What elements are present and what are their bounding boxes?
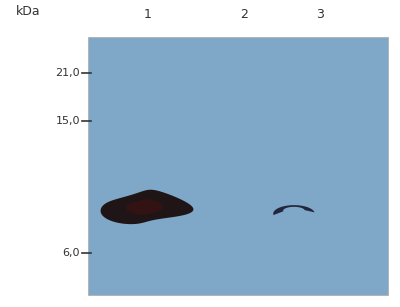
- Polygon shape: [126, 199, 163, 215]
- Text: 2: 2: [240, 9, 248, 21]
- Text: 15,0: 15,0: [56, 116, 80, 126]
- Text: kDa: kDa: [16, 6, 40, 18]
- Text: 21,0: 21,0: [55, 68, 80, 78]
- Text: 6,0: 6,0: [62, 248, 80, 258]
- Bar: [88, 37, 388, 295]
- Text: 3: 3: [316, 9, 324, 21]
- Polygon shape: [273, 205, 314, 215]
- Polygon shape: [100, 190, 194, 224]
- Text: 1: 1: [144, 9, 152, 21]
